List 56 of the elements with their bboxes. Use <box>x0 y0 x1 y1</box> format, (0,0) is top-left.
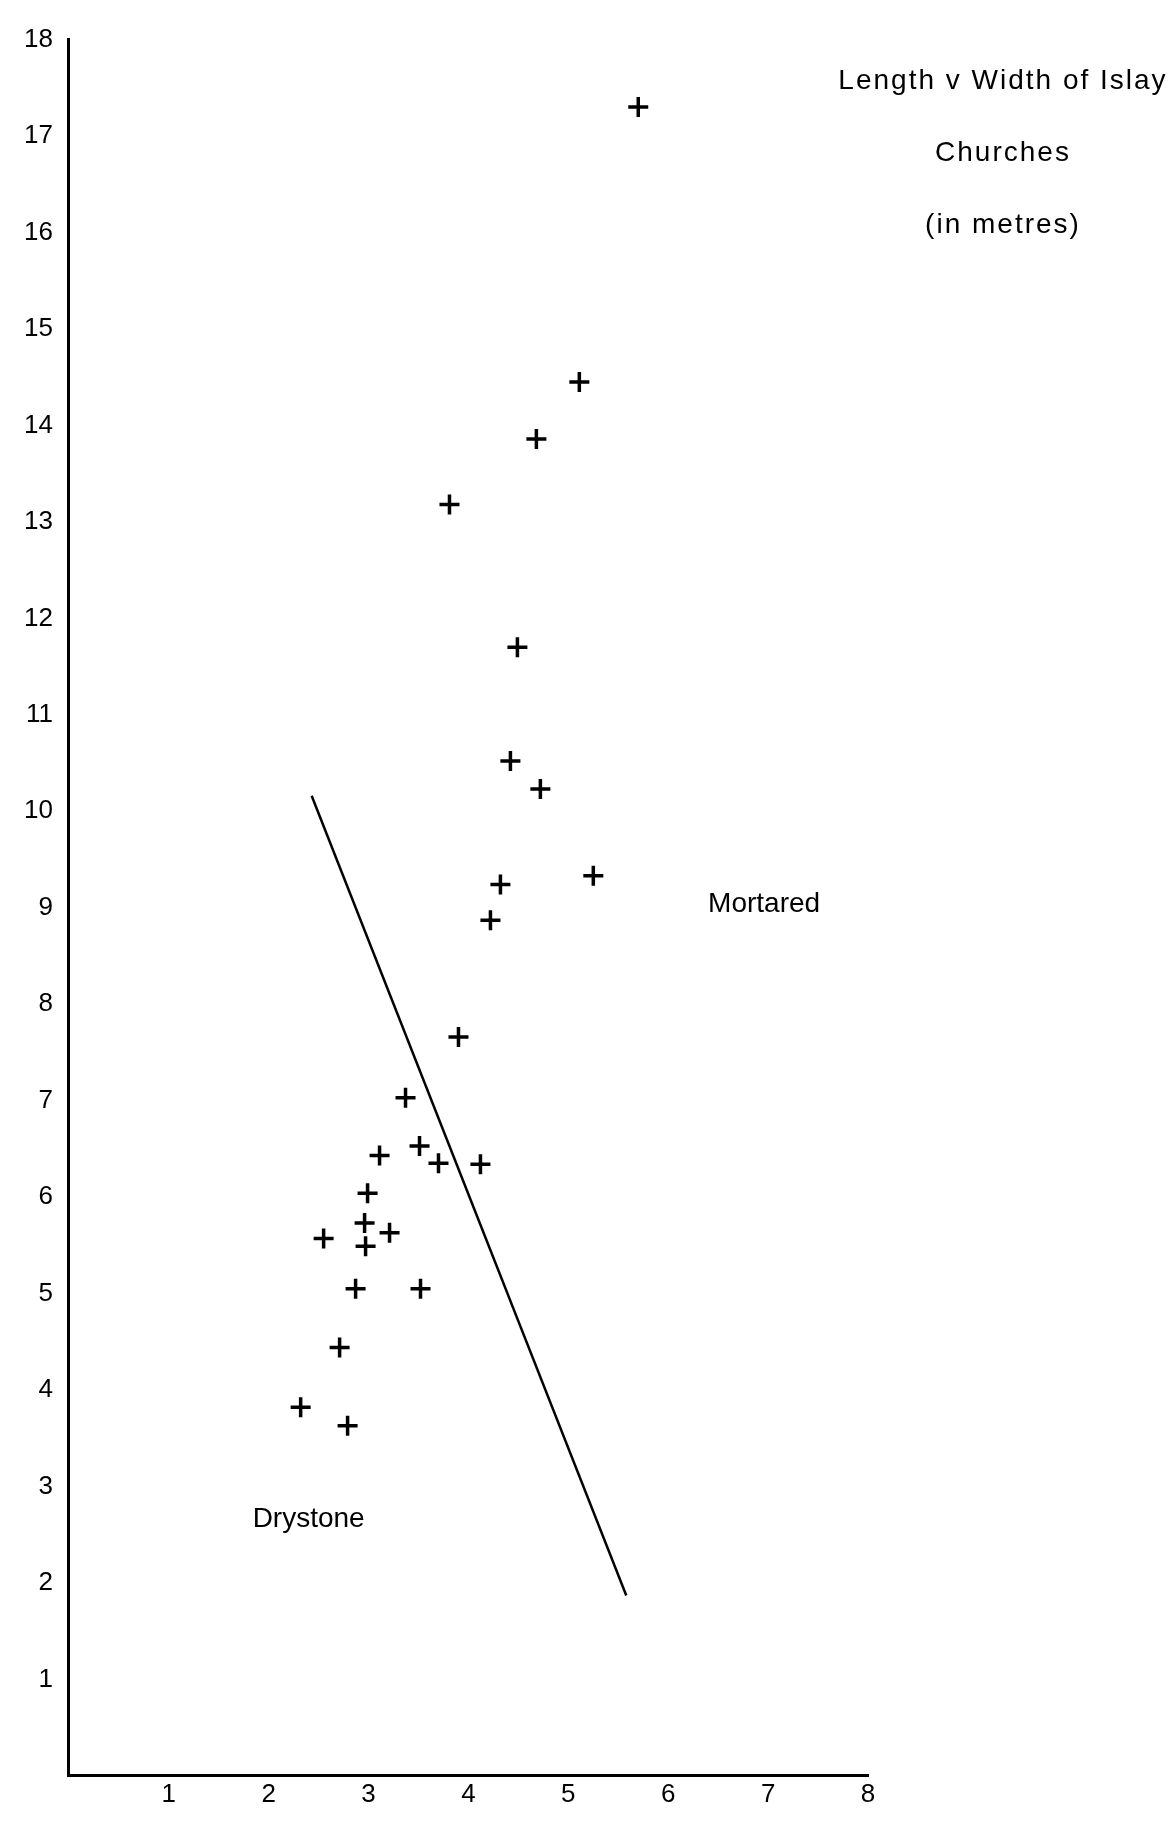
y-tick-label: 16 <box>24 215 53 246</box>
point <box>407 1134 432 1158</box>
point <box>352 1211 377 1235</box>
y-tick-label: 13 <box>24 505 53 536</box>
annotation: Mortared <box>708 886 821 918</box>
text: (in metres) <box>924 207 1082 241</box>
x-tick-label: 8 <box>860 1777 876 1808</box>
y-tick-label: 11 <box>25 697 53 728</box>
y-tick-label: 6 <box>38 1180 53 1211</box>
point <box>343 1276 368 1301</box>
point <box>488 872 513 897</box>
point <box>505 635 530 660</box>
point <box>311 1226 336 1251</box>
point <box>426 1151 451 1176</box>
x-tick-label: 1 <box>161 1777 177 1808</box>
point <box>524 427 549 451</box>
point <box>468 1152 493 1177</box>
x-tick-label: 6 <box>661 1777 676 1808</box>
point <box>498 749 523 773</box>
y-tick-label: 3 <box>38 1469 53 1500</box>
y-tick-label: 7 <box>38 1083 53 1114</box>
point <box>581 864 606 888</box>
point <box>367 1143 392 1168</box>
x-tick-label: 5 <box>561 1777 576 1808</box>
y-tick-label: 9 <box>38 890 53 921</box>
point <box>355 1181 380 1205</box>
point <box>335 1413 360 1438</box>
point <box>478 908 503 932</box>
x-tick-label: 2 <box>261 1777 276 1808</box>
point <box>446 1025 471 1049</box>
point <box>353 1234 378 1259</box>
chart-title: Length v Width of Islay Churches <box>838 64 1168 167</box>
y-tick-label: 8 <box>38 987 53 1018</box>
y-tick-label: 17 <box>24 119 53 150</box>
x-tick-label: 3 <box>361 1777 376 1808</box>
point <box>437 492 462 517</box>
y-tick-label: 10 <box>24 794 53 825</box>
x-tick-label: 7 <box>760 1777 776 1808</box>
y-tick-label: 2 <box>38 1566 53 1597</box>
y-tick-label: 5 <box>38 1276 53 1307</box>
point <box>288 1395 313 1420</box>
x-tick-label: 4 <box>461 1777 476 1808</box>
y-tick-label: 12 <box>24 601 53 632</box>
y-tick-label: 1 <box>38 1662 53 1693</box>
point <box>528 777 553 801</box>
point <box>626 95 651 119</box>
point <box>408 1276 433 1301</box>
point <box>327 1335 352 1360</box>
point <box>393 1085 418 1110</box>
annotation: Drystone <box>252 1501 365 1533</box>
y-tick-label: 4 <box>38 1373 53 1404</box>
y-tick-label: 14 <box>24 408 53 439</box>
point <box>567 370 592 394</box>
y-tick-label: 18 <box>24 22 53 53</box>
y-tick-label: 15 <box>24 312 53 343</box>
point <box>377 1221 402 1245</box>
